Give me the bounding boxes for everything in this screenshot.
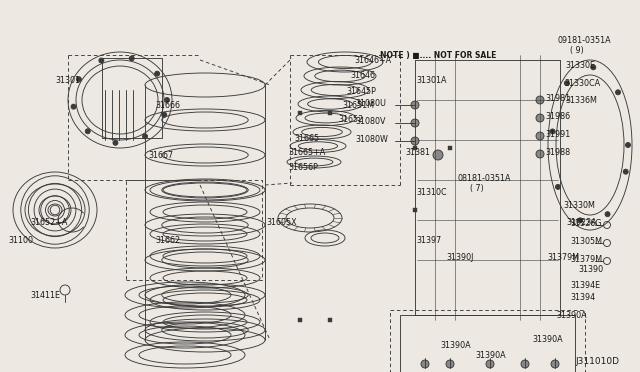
Text: 31394E: 31394E <box>570 280 600 289</box>
Text: 31981: 31981 <box>545 93 570 103</box>
Text: 31651M: 31651M <box>342 100 374 109</box>
Bar <box>328 111 332 115</box>
Bar <box>400 315 575 372</box>
Text: 31667: 31667 <box>148 151 173 160</box>
Circle shape <box>536 132 544 140</box>
Text: 31390A: 31390A <box>440 340 470 350</box>
Text: 31330E: 31330E <box>565 61 595 70</box>
Circle shape <box>129 56 134 61</box>
Circle shape <box>446 360 454 368</box>
Circle shape <box>76 77 81 82</box>
Text: 31652: 31652 <box>338 115 364 124</box>
Text: 31652+A: 31652+A <box>30 218 67 227</box>
Circle shape <box>521 360 529 368</box>
Bar <box>298 111 302 115</box>
Text: 31080W: 31080W <box>355 135 388 144</box>
Text: 31080U: 31080U <box>355 99 386 108</box>
Circle shape <box>162 112 166 117</box>
Circle shape <box>71 104 76 109</box>
Circle shape <box>536 150 544 158</box>
Text: 31301: 31301 <box>55 76 80 84</box>
Circle shape <box>143 134 148 139</box>
Text: 31988: 31988 <box>545 148 570 157</box>
Circle shape <box>155 71 159 76</box>
Text: 31665: 31665 <box>294 134 319 142</box>
Text: 09181-0351A: 09181-0351A <box>558 35 612 45</box>
Circle shape <box>536 96 544 104</box>
Text: 08181-0351A: 08181-0351A <box>458 173 511 183</box>
Text: 31379M: 31379M <box>547 253 579 263</box>
Text: 31305M: 31305M <box>570 237 602 246</box>
Text: 31301A: 31301A <box>416 76 447 84</box>
Circle shape <box>616 90 621 95</box>
Circle shape <box>591 65 596 70</box>
Text: 31330M: 31330M <box>563 201 595 209</box>
Text: 31330CA: 31330CA <box>564 78 600 87</box>
Circle shape <box>411 101 419 109</box>
Text: 31646: 31646 <box>350 71 375 80</box>
Text: 31379M: 31379M <box>570 254 602 263</box>
Circle shape <box>164 97 170 103</box>
Circle shape <box>421 360 429 368</box>
Circle shape <box>113 140 118 145</box>
Text: ( 9): ( 9) <box>570 45 584 55</box>
Circle shape <box>433 150 443 160</box>
Circle shape <box>536 114 544 122</box>
Text: ( 7): ( 7) <box>470 183 484 192</box>
Text: 31080V: 31080V <box>355 116 385 125</box>
Bar <box>126 180 262 280</box>
Circle shape <box>411 137 419 145</box>
Circle shape <box>85 129 90 134</box>
Bar <box>448 146 452 150</box>
Text: 31023A: 31023A <box>566 218 596 227</box>
Bar <box>413 146 417 150</box>
Text: 31397: 31397 <box>416 235 441 244</box>
Bar <box>413 208 417 212</box>
Text: 31411E: 31411E <box>30 291 60 299</box>
Text: 31390A: 31390A <box>532 336 563 344</box>
Text: 31381: 31381 <box>405 148 430 157</box>
Text: 31100: 31100 <box>8 235 33 244</box>
Text: 31390A: 31390A <box>556 311 587 320</box>
Circle shape <box>605 212 610 217</box>
Text: 31336M: 31336M <box>565 96 597 105</box>
Circle shape <box>625 142 630 148</box>
Text: 31310C: 31310C <box>416 187 447 196</box>
Bar <box>102 58 162 138</box>
Text: 31986: 31986 <box>545 112 570 121</box>
Circle shape <box>623 169 628 174</box>
Text: NOTE ) ■.... NOT FOR SALE: NOTE ) ■.... NOT FOR SALE <box>380 51 497 60</box>
Text: 31605X: 31605X <box>266 218 296 227</box>
Text: 31394: 31394 <box>570 294 595 302</box>
Text: 31390: 31390 <box>578 266 603 275</box>
Text: 31662: 31662 <box>155 235 180 244</box>
Bar <box>328 318 332 322</box>
Circle shape <box>550 129 555 134</box>
Text: J311010D: J311010D <box>575 357 619 366</box>
Text: 31646+A: 31646+A <box>354 55 391 64</box>
Text: 31665+A: 31665+A <box>288 148 325 157</box>
Text: 31656P: 31656P <box>288 163 318 171</box>
Text: 31645P: 31645P <box>346 87 376 96</box>
Circle shape <box>411 119 419 127</box>
Circle shape <box>551 360 559 368</box>
Circle shape <box>578 218 582 223</box>
Text: 31390J: 31390J <box>446 253 474 263</box>
Text: 31666: 31666 <box>155 100 180 109</box>
Circle shape <box>99 58 104 63</box>
Circle shape <box>486 360 494 368</box>
Text: 31390A: 31390A <box>475 350 506 359</box>
Text: 31991: 31991 <box>545 129 570 138</box>
Circle shape <box>564 81 570 86</box>
Circle shape <box>556 185 561 189</box>
Bar <box>298 318 302 322</box>
Text: 31526G: 31526G <box>570 218 602 228</box>
